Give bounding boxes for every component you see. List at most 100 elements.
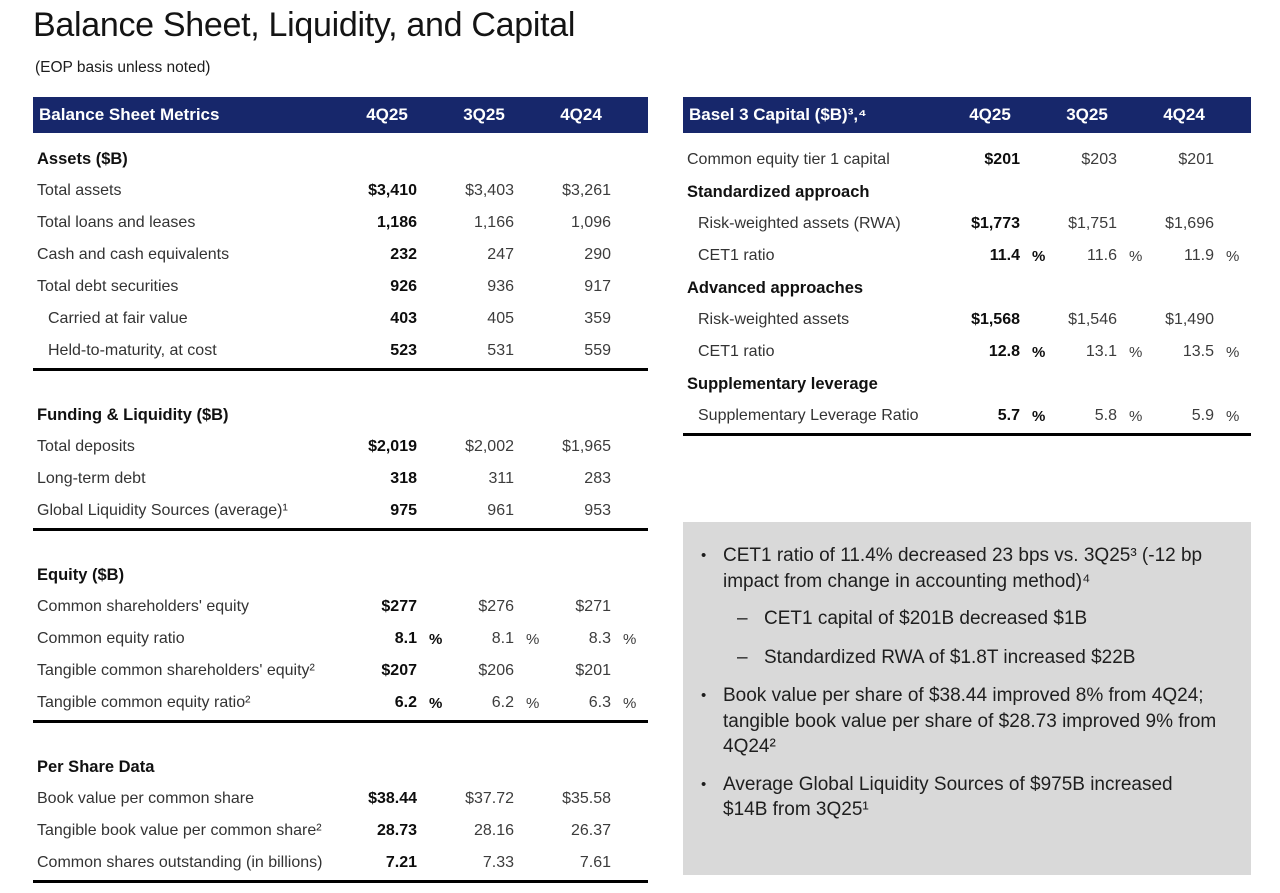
table-row: CET1 ratio 11.4% 11.6% 11.9% bbox=[683, 240, 1251, 272]
unit-4q25: % bbox=[429, 694, 443, 712]
table-row: Carried at fair value 403 405 359 bbox=[33, 303, 648, 335]
value-4q25: $277 bbox=[381, 598, 417, 615]
table-row: Common shares outstanding (in billions) … bbox=[33, 847, 648, 879]
table-row: Tangible book value per common share² 28… bbox=[33, 815, 648, 847]
basel3-capital-table: Basel 3 Capital ($B)³,⁴ 4Q25 3Q25 4Q24 C… bbox=[683, 97, 1251, 436]
value-3q25: 6.2 bbox=[491, 694, 514, 711]
value-4q25: $1,773 bbox=[971, 215, 1020, 232]
table-row: Common equity ratio 8.1% 8.1% 8.3% bbox=[33, 623, 648, 655]
callout-sub-bullet-text: CET1 capital of $201B decreased $1B bbox=[764, 608, 1088, 629]
table-subheader-row: Supplementary leverage bbox=[683, 368, 1251, 400]
table-row: Book value per common share $38.44 $37.7… bbox=[33, 783, 648, 815]
basel3-rows: Common equity tier 1 capital $201 $203 $… bbox=[683, 144, 1251, 436]
table-subheader-row: Standardized approach bbox=[683, 176, 1251, 208]
value-3q25: 311 bbox=[488, 470, 514, 487]
value-4q25: 5.7 bbox=[997, 407, 1020, 424]
value-4q24: 5.9 bbox=[1191, 407, 1214, 424]
value-4q24: 7.61 bbox=[579, 854, 611, 871]
value-3q25: $3,403 bbox=[465, 182, 514, 199]
unit-3q25: % bbox=[1129, 407, 1143, 425]
table-row: Total debt securities 926 936 917 bbox=[33, 271, 648, 303]
bullet-icon: • bbox=[701, 547, 707, 564]
value-3q25: 531 bbox=[487, 342, 514, 359]
col-header-4q24: 4Q24 bbox=[560, 105, 602, 124]
subheader-label: Standardized approach bbox=[687, 182, 870, 201]
value-4q24: 917 bbox=[584, 278, 611, 295]
row-label: Held-to-maturity, at cost bbox=[48, 342, 217, 359]
value-4q25: 1,186 bbox=[376, 214, 417, 231]
value-3q25: 28.16 bbox=[473, 822, 514, 839]
value-4q24: 26.37 bbox=[570, 822, 611, 839]
value-3q25: 247 bbox=[487, 246, 514, 263]
value-4q24: 283 bbox=[584, 470, 611, 487]
callout-bullet-text: Average Global Liquidity Sources of $975… bbox=[723, 773, 1173, 821]
row-label: CET1 ratio bbox=[698, 247, 775, 264]
value-4q25: 975 bbox=[390, 502, 417, 519]
callout-bullet: • CET1 ratio of 11.4% decreased 23 bps v… bbox=[697, 543, 1217, 594]
unit-4q24: % bbox=[1226, 407, 1240, 425]
bullet-icon: • bbox=[701, 775, 707, 793]
subheader-label: Advanced approaches bbox=[687, 278, 864, 297]
table-row: Total deposits $2,019 $2,002 $1,965 bbox=[33, 431, 648, 463]
value-4q25: 926 bbox=[390, 278, 417, 295]
value-4q24: $3,261 bbox=[562, 182, 611, 199]
value-4q25: 8.1 bbox=[394, 630, 417, 647]
value-3q25: $2,002 bbox=[465, 438, 514, 455]
page-title: Balance Sheet, Liquidity, and Capital bbox=[33, 6, 576, 44]
value-4q25: $1,568 bbox=[971, 311, 1020, 328]
col-header-4q25: 4Q25 bbox=[969, 105, 1011, 124]
unit-3q25: % bbox=[526, 694, 540, 712]
unit-3q25: % bbox=[1129, 247, 1143, 265]
value-4q25: $2,019 bbox=[368, 438, 417, 455]
value-4q24: 1,096 bbox=[570, 214, 611, 231]
balance-sheet-header-bar: Balance Sheet Metrics 4Q25 3Q25 4Q24 bbox=[33, 97, 648, 133]
section-title: Equity ($B) bbox=[37, 565, 125, 584]
table-row: Long-term debt 318 311 283 bbox=[33, 463, 648, 495]
value-4q24: $1,965 bbox=[562, 438, 611, 455]
row-label: Risk-weighted assets (RWA) bbox=[698, 215, 901, 232]
callout-bullet: • Book value per share of $38.44 improve… bbox=[697, 683, 1217, 760]
value-4q25: 6.2 bbox=[394, 694, 417, 711]
highlights-callout: • CET1 ratio of 11.4% decreased 23 bps v… bbox=[683, 522, 1251, 875]
section-title: Funding & Liquidity ($B) bbox=[37, 405, 229, 424]
dash-icon: – bbox=[737, 608, 748, 629]
value-4q24: $201 bbox=[1178, 151, 1214, 168]
value-4q25: $207 bbox=[381, 662, 417, 679]
table-row: Total assets $3,410 $3,403 $3,261 bbox=[33, 175, 648, 207]
row-label: Common shareholders' equity bbox=[37, 598, 250, 615]
table-row: Common equity tier 1 capital $201 $203 $… bbox=[683, 144, 1251, 176]
value-4q25: 318 bbox=[390, 470, 417, 487]
row-label: Total assets bbox=[37, 182, 122, 199]
dash-icon: – bbox=[737, 646, 748, 668]
unit-4q24: % bbox=[1226, 247, 1240, 265]
unit-4q25: % bbox=[1032, 247, 1046, 265]
table-row: Tangible common equity ratio² 6.2% 6.2% … bbox=[33, 687, 648, 719]
section-equity: Equity ($B) Common shareholders' equity … bbox=[33, 559, 648, 723]
col-header-3q25: 3Q25 bbox=[1066, 105, 1108, 124]
callout-bullet-text: CET1 ratio of 11.4% decreased 23 bps vs.… bbox=[723, 545, 1203, 592]
table-row: Risk-weighted assets $1,568 $1,546 $1,49… bbox=[683, 304, 1251, 336]
callout-sub-bullet-text: Standardized RWA of $1.8T increased $22B bbox=[764, 646, 1136, 668]
value-4q25: 232 bbox=[390, 246, 417, 263]
value-4q24: $1,490 bbox=[1165, 311, 1214, 328]
row-label: CET1 ratio bbox=[698, 343, 775, 360]
value-3q25: 11.6 bbox=[1087, 247, 1117, 264]
row-label: Carried at fair value bbox=[48, 310, 188, 327]
value-4q24: $271 bbox=[575, 598, 611, 615]
row-label: Cash and cash equivalents bbox=[37, 246, 230, 263]
value-4q24: 559 bbox=[584, 342, 611, 359]
row-label: Tangible common equity ratio² bbox=[37, 694, 251, 711]
value-4q24: 13.5 bbox=[1182, 343, 1214, 360]
unit-4q25: % bbox=[1032, 343, 1046, 361]
row-label: Long-term debt bbox=[37, 470, 146, 487]
callout-bullet-text: Book value per share of $38.44 improved … bbox=[723, 685, 1217, 757]
unit-3q25: % bbox=[1129, 343, 1143, 361]
unit-4q24: % bbox=[623, 694, 637, 712]
value-4q25: $3,410 bbox=[368, 182, 417, 199]
table-row: Global Liquidity Sources (average)¹ 975 … bbox=[33, 495, 648, 527]
value-4q24: 359 bbox=[584, 310, 611, 327]
table-row: Tangible common shareholders' equity² $2… bbox=[33, 655, 648, 687]
table-row: Cash and cash equivalents 232 247 290 bbox=[33, 239, 648, 271]
value-3q25: $276 bbox=[478, 598, 514, 615]
row-label: Common equity tier 1 capital bbox=[687, 151, 890, 168]
